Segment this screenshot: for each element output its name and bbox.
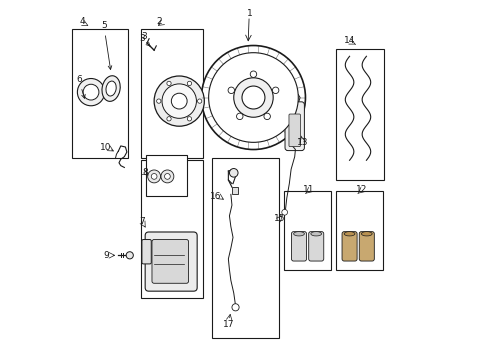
Text: 5: 5 <box>101 21 112 69</box>
Text: 3: 3 <box>141 32 147 41</box>
Bar <box>335 191 382 270</box>
Circle shape <box>156 99 161 103</box>
Circle shape <box>250 71 256 77</box>
Text: 9: 9 <box>103 251 109 260</box>
Text: 4: 4 <box>80 17 85 26</box>
FancyBboxPatch shape <box>341 231 356 261</box>
Circle shape <box>187 81 191 86</box>
FancyBboxPatch shape <box>142 239 151 264</box>
Circle shape <box>201 45 305 149</box>
Bar <box>284 191 330 270</box>
Text: 12: 12 <box>355 185 366 194</box>
Circle shape <box>151 174 157 179</box>
Text: 3: 3 <box>139 34 150 46</box>
Circle shape <box>197 99 202 103</box>
Text: 16: 16 <box>210 192 222 201</box>
FancyBboxPatch shape <box>308 231 323 261</box>
Text: 7: 7 <box>139 217 145 226</box>
Circle shape <box>83 84 99 100</box>
Bar <box>232 187 238 194</box>
Circle shape <box>162 84 196 118</box>
Text: 10: 10 <box>100 143 111 152</box>
Text: 17: 17 <box>222 320 234 329</box>
Bar <box>140 160 203 298</box>
Bar <box>145 155 187 196</box>
Ellipse shape <box>102 76 120 102</box>
Text: 11: 11 <box>303 185 314 194</box>
Circle shape <box>161 170 174 183</box>
Circle shape <box>272 87 278 94</box>
Circle shape <box>229 168 238 177</box>
Circle shape <box>154 76 204 126</box>
Text: 2: 2 <box>156 17 162 26</box>
Circle shape <box>208 53 298 142</box>
FancyBboxPatch shape <box>285 102 304 150</box>
Ellipse shape <box>361 231 371 236</box>
FancyBboxPatch shape <box>288 114 300 147</box>
FancyBboxPatch shape <box>152 239 188 283</box>
Bar <box>212 158 278 338</box>
Circle shape <box>77 78 104 106</box>
Bar <box>140 30 203 158</box>
Circle shape <box>233 78 273 117</box>
Circle shape <box>281 210 287 215</box>
Circle shape <box>147 170 160 183</box>
Circle shape <box>264 113 270 120</box>
Ellipse shape <box>310 231 321 236</box>
FancyBboxPatch shape <box>291 231 306 261</box>
Text: 13: 13 <box>297 138 308 147</box>
Circle shape <box>227 87 234 94</box>
Text: 14: 14 <box>343 36 354 45</box>
Circle shape <box>171 93 187 109</box>
Circle shape <box>166 81 171 86</box>
Circle shape <box>126 252 133 259</box>
Ellipse shape <box>106 81 116 96</box>
Bar <box>335 49 384 180</box>
Circle shape <box>164 174 170 179</box>
Text: 15: 15 <box>273 214 285 223</box>
Circle shape <box>236 113 243 120</box>
Text: 1: 1 <box>246 9 252 18</box>
FancyBboxPatch shape <box>359 231 373 261</box>
Circle shape <box>187 117 191 121</box>
Bar <box>72 30 128 158</box>
Ellipse shape <box>293 231 304 236</box>
Circle shape <box>242 86 264 109</box>
Circle shape <box>231 304 239 311</box>
Text: 6: 6 <box>76 75 85 98</box>
Circle shape <box>166 117 171 121</box>
Text: 8: 8 <box>142 168 147 177</box>
Ellipse shape <box>344 231 354 236</box>
FancyBboxPatch shape <box>145 232 197 291</box>
